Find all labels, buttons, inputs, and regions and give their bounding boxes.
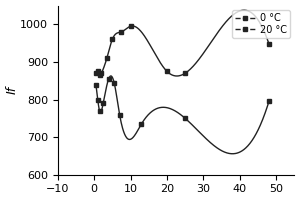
0 °C — [267, 100, 271, 103]
0 °C — [98, 110, 101, 112]
0 °C — [183, 117, 187, 120]
Line: 0 °C: 0 °C — [94, 77, 271, 126]
20 °C — [110, 38, 114, 41]
20 °C — [183, 72, 187, 74]
20 °C — [129, 25, 132, 27]
0 °C — [112, 81, 116, 84]
20 °C — [120, 31, 123, 33]
20 °C — [165, 70, 169, 73]
20 °C — [105, 57, 109, 59]
20 °C — [96, 70, 100, 73]
Line: 20 °C: 20 °C — [94, 24, 271, 77]
20 °C — [94, 72, 98, 74]
20 °C — [98, 74, 101, 76]
0 °C — [140, 123, 143, 125]
Y-axis label: If: If — [6, 86, 19, 94]
20 °C — [267, 43, 271, 45]
0 °C — [107, 78, 110, 80]
20 °C — [100, 72, 103, 74]
0 °C — [94, 83, 98, 86]
0 °C — [118, 113, 122, 116]
0 °C — [101, 102, 105, 104]
0 °C — [96, 98, 100, 101]
Legend: 0 °C, 20 °C: 0 °C, 20 °C — [232, 10, 290, 38]
